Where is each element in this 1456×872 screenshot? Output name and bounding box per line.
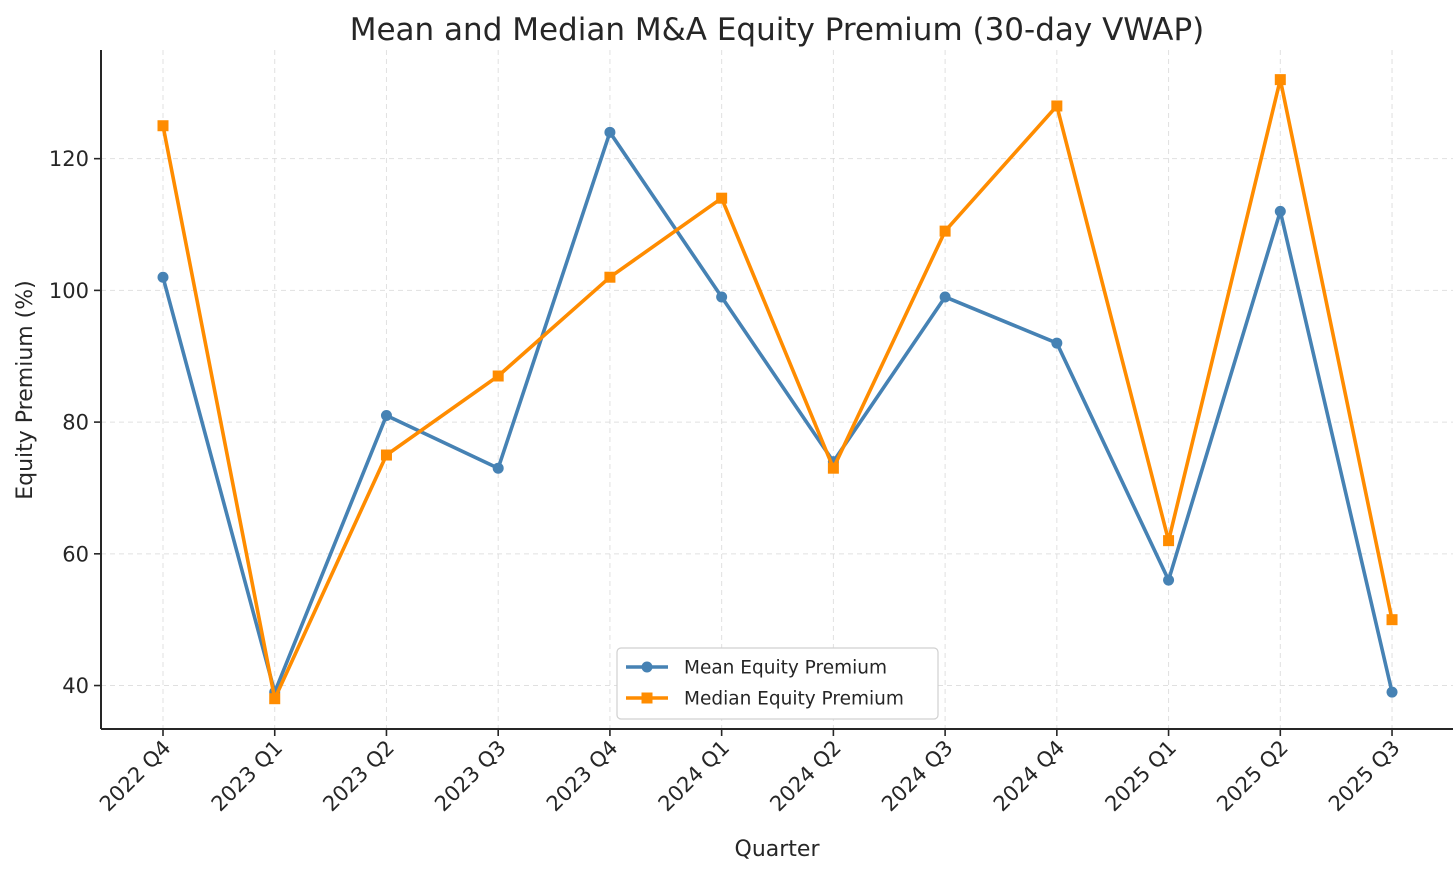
data-point: [939, 225, 951, 237]
legend-entry: Median Equity Premium: [626, 689, 904, 710]
data-point: [492, 370, 504, 382]
data-point: [939, 291, 951, 303]
data-point: [380, 410, 392, 422]
x-axis-label: Quarter: [735, 837, 821, 862]
legend: Mean Equity Premium Median Equity Premium: [616, 647, 939, 720]
data-point: [380, 449, 392, 461]
x-tick-label: 2023 Q1: [207, 736, 288, 817]
series-median: [157, 74, 1398, 705]
x-tick-label: 2023 Q2: [318, 736, 399, 817]
data-point: [1051, 100, 1063, 112]
legend-entry: Mean Equity Premium: [626, 658, 887, 679]
grid: [101, 50, 1453, 729]
legend-marker: [641, 661, 653, 673]
legend-box: [616, 647, 939, 720]
x-tick-label: 2022 Q4: [95, 736, 176, 817]
x-tick-label: 2024 Q1: [654, 736, 735, 817]
data-point: [157, 271, 169, 283]
data-point: [1163, 574, 1175, 586]
data-point: [1274, 205, 1286, 217]
data-point: [827, 462, 839, 474]
x-tick-label: 2024 Q3: [877, 736, 958, 817]
legend-marker: [641, 692, 653, 704]
x-tick-label: 2025 Q2: [1212, 736, 1293, 817]
x-tick-label: 2023 Q4: [542, 736, 623, 817]
data-point: [1274, 74, 1286, 86]
legend-label: Median Equity Premium: [684, 689, 904, 710]
y-ticks: 40 60 80 100 120: [49, 147, 101, 698]
data-point: [492, 462, 504, 474]
data-point: [157, 120, 169, 132]
legend-label: Mean Equity Premium: [684, 658, 887, 679]
series-line: [161, 77, 1394, 701]
x-tick-label: 2023 Q3: [430, 736, 511, 817]
data-point: [604, 126, 616, 138]
data-point: [604, 271, 616, 283]
x-tick-label: 2024 Q4: [989, 736, 1070, 817]
data-point: [1386, 686, 1398, 698]
x-tick-label: 2025 Q3: [1324, 736, 1405, 817]
x-tick-label: 2025 Q1: [1100, 736, 1181, 817]
legend-entries: Mean Equity Premium Median Equity Premium: [626, 658, 904, 710]
axes: [100, 50, 1453, 730]
x-ticks: 2022 Q4 2023 Q1 2023 Q2 2023 Q3 2023 Q4 2024 …: [95, 729, 1405, 816]
series-mean: [157, 126, 1398, 698]
y-tick-label: 100: [49, 279, 89, 303]
data-point: [716, 192, 728, 204]
y-tick-label: 120: [49, 147, 89, 171]
y-tick-label: 80: [62, 411, 89, 435]
data-point: [716, 291, 728, 303]
series: [157, 74, 1398, 705]
x-tick-label: 2024 Q2: [765, 736, 846, 817]
chart-title: Mean and Median M&A Equity Premium (30-d…: [350, 12, 1205, 48]
data-point: [1051, 337, 1063, 349]
data-point: [1386, 614, 1398, 626]
data-point: [1163, 535, 1175, 547]
data-point: [269, 693, 281, 705]
y-axis-label: Equity Premium (%): [13, 280, 38, 500]
series-line: [161, 130, 1394, 694]
y-tick-label: 60: [62, 542, 89, 566]
y-tick-label: 40: [62, 674, 89, 698]
